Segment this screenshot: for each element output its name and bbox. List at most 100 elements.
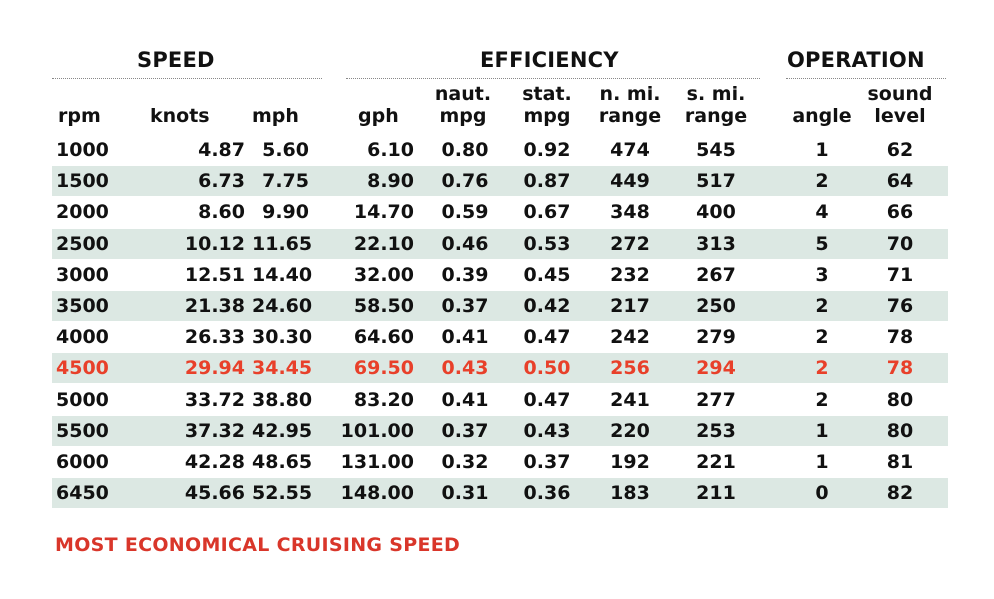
cell-smi-range: 294 <box>696 357 736 379</box>
cell-angle: 0 <box>815 482 829 504</box>
cell-angle: 2 <box>815 170 829 192</box>
table-row: 5500 37.32 42.95 101.00 0.37 0.43 220 253 1 80 <box>52 416 948 446</box>
cell-stat-mpg: 0.47 <box>523 389 571 411</box>
header-stat-mpg-line1: stat. <box>522 83 572 105</box>
cell-nmi-range: 183 <box>610 482 650 504</box>
cell-knots: 12.51 <box>184 264 245 286</box>
header-sound-level-line2: level <box>874 105 926 127</box>
header-angle: angle <box>792 105 852 127</box>
cell-angle: 1 <box>815 139 829 161</box>
cell-smi-range: 221 <box>696 451 736 473</box>
cell-knots: 33.72 <box>184 389 245 411</box>
cell-angle: 3 <box>815 264 829 286</box>
cell-knots: 8.60 <box>198 201 245 223</box>
cell-rpm: 4000 <box>56 326 109 348</box>
header-nmi-range-line1: n. mi. <box>599 83 661 105</box>
table-row: 4000 26.33 30.30 64.60 0.41 0.47 242 279 2 78 <box>52 322 948 352</box>
header-smi-range-line1: s. mi. <box>686 83 746 105</box>
cell-stat-mpg: 0.50 <box>523 357 571 379</box>
cell-stat-mpg: 0.53 <box>523 233 571 255</box>
cell-gph: 32.00 <box>353 264 414 286</box>
cell-smi-range: 313 <box>696 233 736 255</box>
cell-nmi-range: 272 <box>610 233 650 255</box>
cell-nmi-range: 256 <box>610 357 650 379</box>
cell-stat-mpg: 0.45 <box>523 264 571 286</box>
cell-angle: 2 <box>815 357 829 379</box>
cell-gph: 131.00 <box>340 451 414 473</box>
cell-mph: 30.30 <box>252 326 313 348</box>
cell-gph: 8.90 <box>367 170 414 192</box>
cell-mph: 34.45 <box>252 357 313 379</box>
cell-mph: 48.65 <box>252 451 313 473</box>
cell-smi-range: 400 <box>696 201 736 223</box>
cell-naut-mpg: 0.43 <box>441 357 489 379</box>
header-nmi-range-line2: range <box>598 105 662 127</box>
cell-naut-mpg: 0.59 <box>441 201 489 223</box>
table-row: 2000 8.60 9.90 14.70 0.59 0.67 348 400 4 66 <box>52 197 948 227</box>
cell-angle: 2 <box>815 389 829 411</box>
cell-smi-range: 545 <box>696 139 736 161</box>
cell-knots: 4.87 <box>198 139 245 161</box>
cell-rpm: 2500 <box>56 233 109 255</box>
cell-naut-mpg: 0.31 <box>441 482 489 504</box>
cell-mph: 38.80 <box>252 389 313 411</box>
cell-mph: 24.60 <box>252 295 313 317</box>
cell-nmi-range: 241 <box>610 389 650 411</box>
cell-stat-mpg: 0.42 <box>523 295 571 317</box>
header-gph: gph <box>358 105 399 127</box>
cell-nmi-range: 220 <box>610 420 650 442</box>
cell-naut-mpg: 0.46 <box>441 233 489 255</box>
group-title-efficiency: EFFICIENCY <box>480 48 619 72</box>
cell-knots: 37.32 <box>184 420 245 442</box>
cell-knots: 45.66 <box>184 482 245 504</box>
cell-nmi-range: 242 <box>610 326 650 348</box>
cell-gph: 22.10 <box>353 233 414 255</box>
cell-naut-mpg: 0.41 <box>441 326 489 348</box>
cell-knots: 42.28 <box>184 451 245 473</box>
cell-knots: 21.38 <box>184 295 245 317</box>
cell-naut-mpg: 0.76 <box>441 170 489 192</box>
operation-divider <box>786 78 946 79</box>
cell-nmi-range: 474 <box>610 139 650 161</box>
table-row: 3000 12.51 14.40 32.00 0.39 0.45 232 267 3 71 <box>52 260 948 290</box>
cell-naut-mpg: 0.32 <box>441 451 489 473</box>
cell-mph: 9.90 <box>262 201 309 223</box>
speed-divider <box>52 78 322 79</box>
table-row: 1000 4.87 5.60 6.10 0.80 0.92 474 545 1 62 <box>52 135 948 165</box>
cell-rpm: 3000 <box>56 264 109 286</box>
cell-gph: 14.70 <box>353 201 414 223</box>
table-row: 5000 33.72 38.80 83.20 0.41 0.47 241 277 2 80 <box>52 385 948 415</box>
cell-stat-mpg: 0.43 <box>523 420 571 442</box>
cell-mph: 5.60 <box>262 139 309 161</box>
cell-stat-mpg: 0.67 <box>523 201 571 223</box>
table-row: 4500 29.94 34.45 69.50 0.43 0.50 256 294 2 78 <box>52 353 948 383</box>
header-knots: knots <box>150 105 210 127</box>
header-smi-range-line2: range <box>684 105 748 127</box>
cell-nmi-range: 232 <box>610 264 650 286</box>
cell-angle: 2 <box>815 295 829 317</box>
cell-smi-range: 267 <box>696 264 736 286</box>
table-row: 6000 42.28 48.65 131.00 0.32 0.37 192 221 1 81 <box>52 447 948 477</box>
cell-nmi-range: 217 <box>610 295 650 317</box>
cell-sound: 71 <box>886 264 914 286</box>
cell-nmi-range: 348 <box>610 201 650 223</box>
cell-smi-range: 279 <box>696 326 736 348</box>
cell-naut-mpg: 0.37 <box>441 295 489 317</box>
cell-stat-mpg: 0.92 <box>523 139 571 161</box>
cell-angle: 5 <box>815 233 829 255</box>
cell-nmi-range: 192 <box>610 451 650 473</box>
cell-mph: 42.95 <box>252 420 313 442</box>
cell-stat-mpg: 0.87 <box>523 170 571 192</box>
cell-sound: 80 <box>886 389 914 411</box>
cell-nmi-range: 449 <box>610 170 650 192</box>
cell-mph: 14.40 <box>252 264 313 286</box>
cell-knots: 26.33 <box>184 326 245 348</box>
cell-rpm: 5500 <box>56 420 109 442</box>
cell-knots: 10.12 <box>184 233 245 255</box>
table-row: 3500 21.38 24.60 58.50 0.37 0.42 217 250 2 76 <box>52 291 948 321</box>
cell-gph: 6.10 <box>367 139 414 161</box>
cell-knots: 6.73 <box>198 170 245 192</box>
cell-rpm: 6000 <box>56 451 109 473</box>
efficiency-divider <box>346 78 760 79</box>
cell-smi-range: 250 <box>696 295 736 317</box>
